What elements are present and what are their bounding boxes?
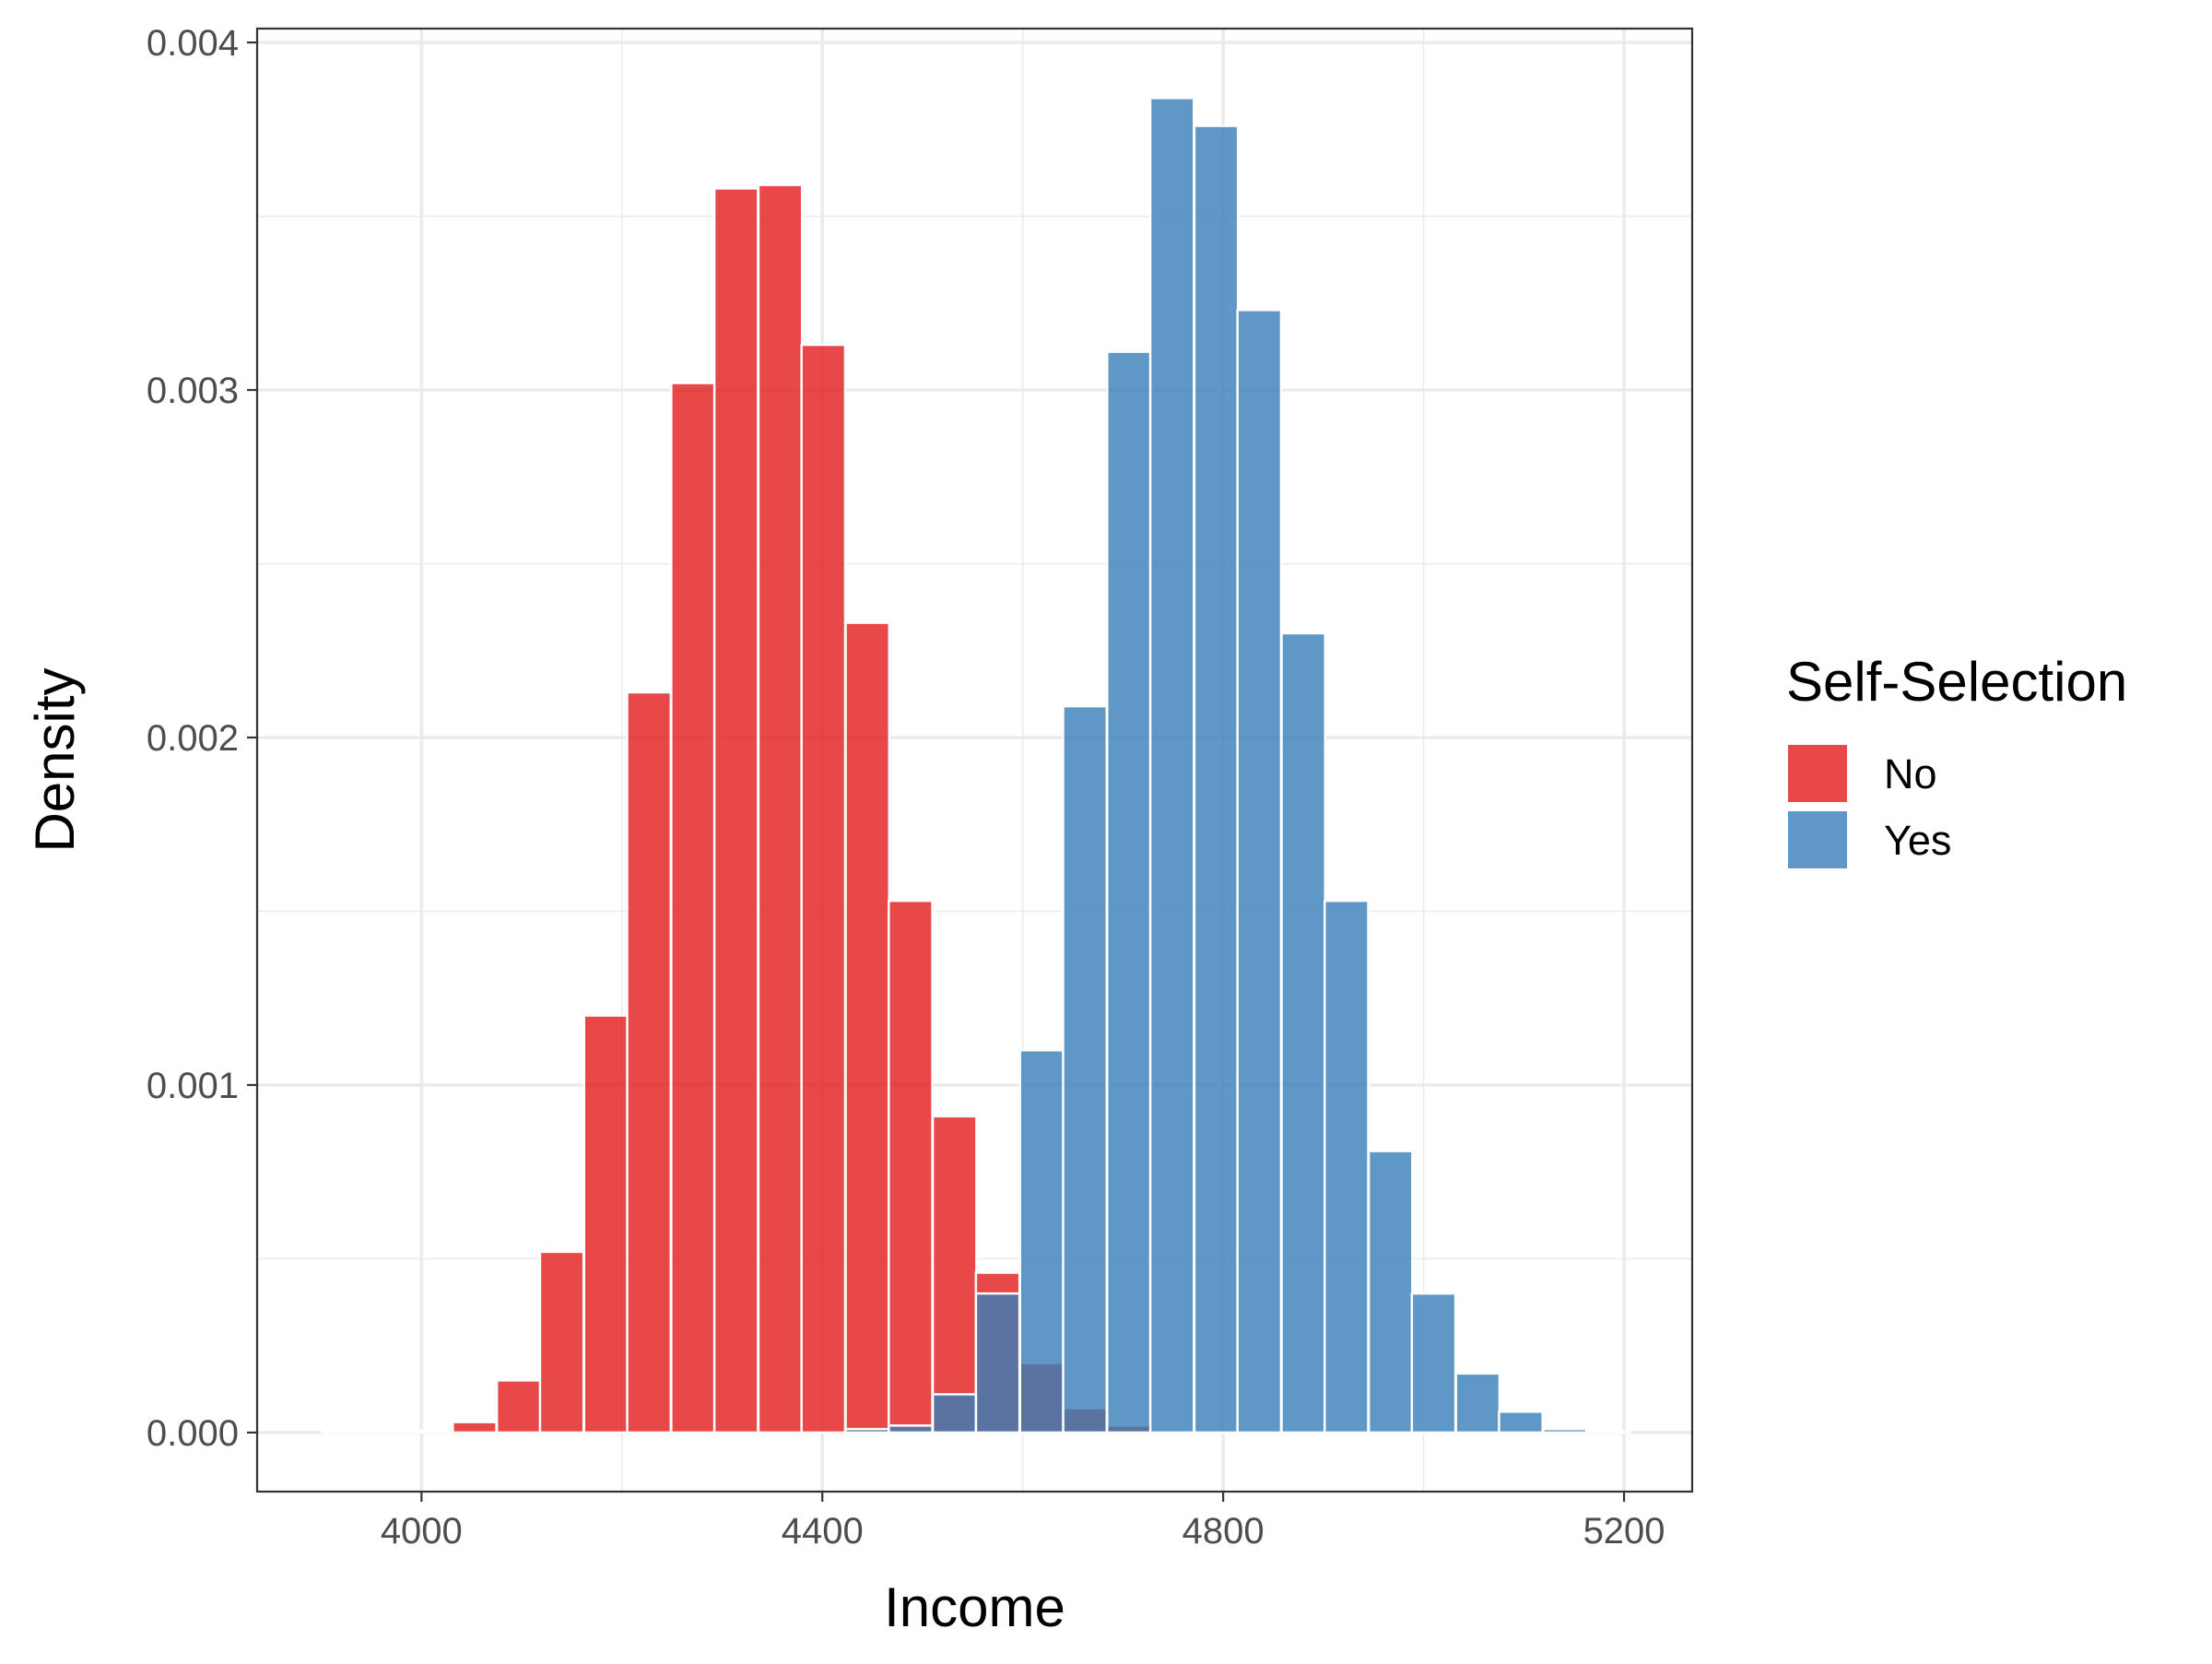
- series-yes: [844, 97, 1631, 1434]
- histogram-bar: [321, 1430, 368, 1434]
- histogram-bar: [844, 1427, 891, 1434]
- histogram-bar: [931, 1115, 978, 1434]
- legend-key-yes: [1788, 811, 1847, 868]
- histogram-bar: [1410, 1292, 1457, 1434]
- histogram-bars: [321, 97, 1631, 1434]
- y-tick-label: 0.000: [147, 1413, 239, 1454]
- histogram-bar: [931, 1393, 978, 1434]
- histogram-bar: [364, 1430, 411, 1434]
- histogram-bar: [1280, 631, 1327, 1434]
- histogram-bar: [1367, 1150, 1414, 1434]
- histogram-bar: [408, 1429, 455, 1434]
- histogram-bar: [670, 382, 716, 1434]
- y-tick-label: 0.002: [147, 718, 239, 759]
- y-tick-label: 0.001: [147, 1066, 239, 1106]
- histogram-bar: [844, 621, 891, 1434]
- histogram-bar: [1193, 124, 1240, 1434]
- legend-label-no: No: [1884, 750, 1937, 797]
- histogram-bar: [538, 1250, 585, 1434]
- y-tick-label: 0.004: [147, 23, 239, 64]
- x-axis-title: Income: [884, 1576, 1065, 1638]
- histogram-bar: [974, 1292, 1021, 1434]
- histogram-bar: [1323, 899, 1370, 1434]
- histogram-bar: [626, 690, 673, 1434]
- histogram-bar: [800, 343, 847, 1434]
- legend-title: Self-Selection: [1786, 651, 2127, 713]
- histogram-bar: [757, 183, 804, 1434]
- histogram-bar: [888, 899, 934, 1434]
- x-tick-label: 5200: [1583, 1511, 1665, 1552]
- histogram-bar: [712, 187, 759, 1434]
- y-axis-title: Density: [24, 667, 86, 852]
- histogram-bar: [1584, 1430, 1631, 1434]
- histogram-bar: [888, 1424, 934, 1434]
- plot-panel-border: [255, 27, 1694, 1493]
- histogram-bar: [1542, 1427, 1588, 1434]
- y-tick-label: 0.003: [147, 371, 239, 411]
- histogram-bar: [582, 1014, 629, 1434]
- histogram-bar: [1498, 1410, 1544, 1434]
- x-tick-label: 4800: [1182, 1511, 1265, 1552]
- axes: 0.000 0.001 0.002 0.003 0.004 4000 4400 4800 520…: [147, 23, 1665, 1552]
- histogram-bar: [1018, 1049, 1065, 1434]
- histogram-bar: [1454, 1372, 1501, 1434]
- histogram-bar: [1236, 309, 1283, 1434]
- histogram-bar: [1148, 97, 1195, 1434]
- legend-key-no: [1788, 745, 1847, 802]
- legend-label-yes: Yes: [1884, 817, 1951, 864]
- histogram-bar: [1106, 350, 1152, 1434]
- legend: Self-Selection No Yes: [1786, 651, 2127, 868]
- histogram-bar: [452, 1421, 498, 1434]
- x-tick-label: 4400: [782, 1511, 864, 1552]
- x-tick-label: 4000: [381, 1511, 463, 1552]
- histogram-bar: [495, 1379, 542, 1434]
- histogram-bar: [1062, 704, 1109, 1434]
